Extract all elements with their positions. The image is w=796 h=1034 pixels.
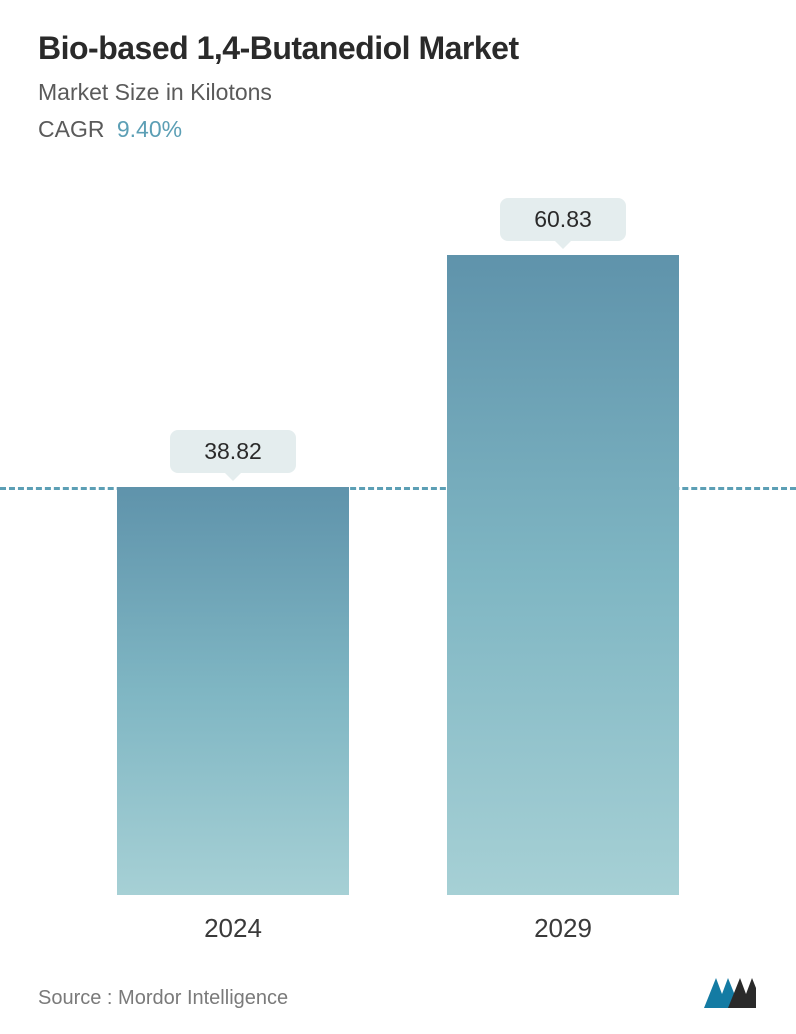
cagr-value: 9.40% [117, 116, 182, 142]
bar-group-2029: 60.83 [447, 198, 679, 895]
x-axis-labels: 2024 2029 [38, 913, 758, 944]
chart-subtitle: Market Size in Kilotons [38, 79, 758, 106]
chart-title: Bio-based 1,4-Butanediol Market [38, 30, 758, 67]
chart-area: 38.82 60.83 [38, 195, 758, 895]
footer: Source : Mordor Intelligence [38, 970, 758, 1010]
cagr-row: CAGR 9.40% [38, 116, 758, 143]
chart-container: Bio-based 1,4-Butanediol Market Market S… [0, 0, 796, 1034]
bar-group-2024: 38.82 [117, 430, 349, 895]
bar-value-label: 60.83 [500, 198, 626, 241]
bar-value-label: 38.82 [170, 430, 296, 473]
cagr-label: CAGR [38, 116, 104, 142]
bar [117, 487, 349, 895]
source-text: Source : Mordor Intelligence [38, 987, 288, 1010]
bar [447, 255, 679, 895]
mordor-logo-icon [702, 970, 758, 1010]
x-axis-label: 2024 [117, 913, 349, 944]
x-axis-label: 2029 [447, 913, 679, 944]
bars-group: 38.82 60.83 [38, 195, 758, 895]
